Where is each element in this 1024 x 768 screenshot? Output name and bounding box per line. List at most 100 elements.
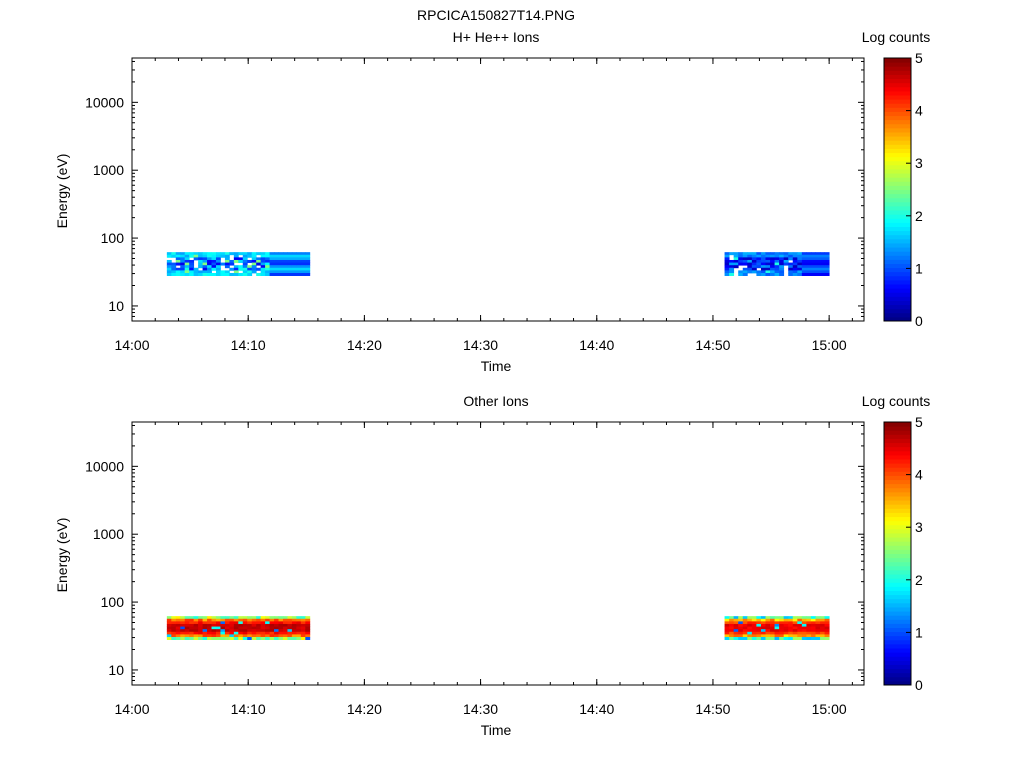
heatmap-cell <box>175 252 181 256</box>
colorbar-tick-label: 0 <box>915 677 923 693</box>
heatmap-cell <box>765 267 771 271</box>
heatmap-cell <box>770 616 775 620</box>
plot-frame <box>131 421 865 686</box>
heatmap-cell <box>184 621 190 625</box>
panel-title: H+ He++ Ions <box>453 29 540 45</box>
colorbar-swatch <box>884 230 911 236</box>
colorbar-swatch <box>884 475 911 481</box>
heatmap-cell <box>274 618 279 622</box>
colorbar-swatch <box>884 279 911 285</box>
heatmap-cell <box>220 270 226 274</box>
heatmap-cell <box>229 272 235 276</box>
heatmap-cell <box>291 262 297 266</box>
heatmap-cell <box>765 626 771 630</box>
heatmap-cell <box>788 629 794 633</box>
heatmap-cell <box>815 267 821 271</box>
colorbar-swatch <box>884 495 911 501</box>
heatmap-cell <box>806 623 812 627</box>
heatmap-cell <box>220 618 226 622</box>
heatmap-cell <box>282 621 288 625</box>
heatmap-cell <box>184 629 190 633</box>
heatmap-cell <box>738 270 744 274</box>
axes: 14:00 14:10 14:20 14:30 14:40 14:50 15:00 10 100… <box>85 421 865 717</box>
heatmap-cell <box>742 626 748 630</box>
colorbar-swatch <box>884 676 911 682</box>
heatmap-cell <box>278 259 284 263</box>
heatmap-cell <box>820 616 825 620</box>
heatmap-cell <box>788 252 794 256</box>
heatmap-cell <box>770 626 775 630</box>
heatmap-cell <box>274 254 279 258</box>
colorbar-swatch <box>884 296 911 301</box>
heatmap-cell <box>220 252 226 256</box>
heatmap-cell <box>207 626 212 630</box>
heatmap-cell <box>278 267 284 271</box>
heatmap-cell <box>300 259 306 263</box>
heatmap-cell <box>287 631 293 635</box>
heatmap-cell <box>265 616 270 620</box>
heatmap-cell <box>175 259 181 263</box>
heatmap-cell <box>779 257 785 261</box>
heatmap-cell <box>211 629 217 633</box>
colorbar-tick-label: 5 <box>915 414 923 430</box>
heatmap-cell <box>215 267 221 271</box>
heatmap-cell <box>265 254 270 258</box>
colorbar-swatch <box>884 99 911 104</box>
heatmap-cell <box>724 270 730 274</box>
heatmap-cell <box>815 631 821 635</box>
heatmap-cells <box>166 252 830 276</box>
heatmap-cell <box>751 629 757 633</box>
heatmap-cell <box>760 626 766 630</box>
heatmap-cell <box>820 265 825 269</box>
heatmap-cell <box>774 257 780 261</box>
heatmap-cell <box>770 621 775 625</box>
heatmap-cell <box>824 616 830 620</box>
heatmap-cell <box>269 259 275 263</box>
heatmap-cell <box>774 623 780 627</box>
heatmap-cell <box>747 259 753 263</box>
heatmap-cell <box>797 618 803 622</box>
heatmap-cell <box>247 618 253 622</box>
heatmap-cell <box>166 621 172 625</box>
heatmap-cell <box>265 623 270 627</box>
heatmap-cell <box>751 626 757 630</box>
heatmap-cell <box>801 626 807 630</box>
figure-title: RPCICA150827T14.PNG <box>417 7 575 23</box>
heatmap-cell <box>806 267 812 271</box>
heatmap-cell <box>189 270 195 274</box>
heatmap-cell <box>820 629 825 633</box>
heatmap-cell <box>166 634 172 638</box>
y-tick-label: 10000 <box>85 94 124 110</box>
heatmap-cell <box>751 267 757 271</box>
heatmap-cell <box>180 262 186 266</box>
heatmap-cell <box>291 270 297 274</box>
heatmap-cell <box>774 272 780 276</box>
heatmap-cell <box>788 270 794 274</box>
colorbar-swatch <box>884 201 911 207</box>
heatmap-cell <box>296 259 302 263</box>
heatmap-cell <box>184 267 190 271</box>
heatmap-cell <box>756 270 762 274</box>
heatmap-cell <box>824 626 830 630</box>
colorbar-swatch <box>884 454 911 460</box>
heatmap-cell <box>801 267 807 271</box>
heatmap-cell <box>189 259 195 263</box>
heatmap-cell <box>774 616 780 620</box>
plot-frame <box>131 57 865 322</box>
heatmap-cell <box>180 252 186 256</box>
heatmap-cell <box>792 265 798 269</box>
heatmap-cell <box>296 616 302 620</box>
heatmap-cell <box>742 254 748 258</box>
heatmap-cell <box>760 262 766 266</box>
colorbar-swatch <box>884 422 911 427</box>
heatmap-cell <box>820 618 825 622</box>
heatmap-cell <box>184 270 190 274</box>
colorbar-swatch <box>884 594 911 600</box>
heatmap-cell <box>820 262 825 266</box>
heatmap-cell <box>287 634 293 638</box>
heatmap-cell <box>269 634 275 638</box>
heatmap-cell <box>733 257 739 261</box>
x-tick-label: 14:00 <box>114 701 149 717</box>
heatmap-cell <box>207 621 212 625</box>
colorbar-swatch <box>884 520 911 526</box>
